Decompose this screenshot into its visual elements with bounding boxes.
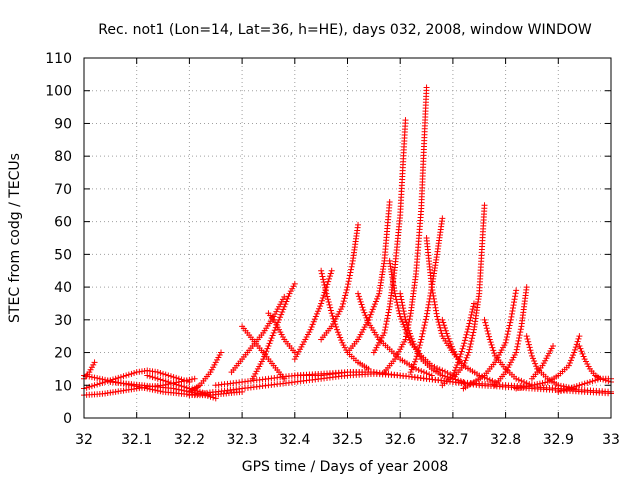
x-tick-label: 32.7 — [437, 432, 468, 448]
x-tick-label: 32.3 — [227, 432, 258, 448]
y-tick-label: 60 — [54, 215, 72, 231]
y-tick-label: 10 — [54, 378, 72, 394]
y-tick-label: 20 — [54, 346, 72, 362]
x-axis-title: GPS time / Days of year 2008 — [242, 459, 449, 475]
series-arc-17 — [355, 290, 435, 379]
series-arc-35 — [555, 375, 614, 395]
series-arc-12 — [228, 293, 288, 376]
series-markers — [492, 284, 530, 389]
series-markers — [291, 369, 614, 395]
series-markers — [186, 349, 225, 395]
x-tick-label: 32.9 — [543, 432, 574, 448]
data-layer — [81, 84, 614, 402]
series-markers — [265, 310, 298, 356]
y-tick-label: 100 — [45, 84, 72, 100]
series-markers — [355, 290, 435, 379]
series-arc-18 — [344, 199, 393, 356]
series-markers — [555, 375, 614, 395]
series-markers — [481, 316, 535, 389]
y-tick-label: 30 — [54, 313, 72, 329]
series-arc-22 — [381, 84, 430, 376]
x-tick-label: 32.8 — [490, 432, 521, 448]
series-arc-27 — [449, 202, 488, 382]
y-tick-label: 110 — [45, 51, 72, 67]
series-arc-07 — [186, 349, 225, 395]
y-tick-label: 80 — [54, 149, 72, 165]
y-tick-label: 0 — [63, 411, 72, 427]
series-markers — [344, 199, 393, 356]
series-arc-26 — [439, 300, 477, 389]
x-tick-label: 32.6 — [385, 432, 416, 448]
series-arc-20 — [370, 117, 409, 356]
series-arc-13 — [265, 310, 298, 356]
y-tick-label: 70 — [54, 182, 72, 198]
series-markers — [228, 293, 288, 376]
series-arc-32 — [528, 343, 557, 382]
y-tick-label: 40 — [54, 280, 72, 296]
y-tick-label: 50 — [54, 247, 72, 263]
chart-title: Rec. not1 (Lon=14, Lat=36, h=HE), days 0… — [98, 22, 592, 38]
label-layer: 32 32.1 32.2 32.3 32.4 32.5 32.6 32.7 32.8 32.9 33… — [45, 51, 620, 448]
series-markers — [381, 84, 430, 376]
series-markers — [370, 117, 409, 356]
series-markers — [318, 221, 362, 343]
series-arc-36 — [291, 369, 614, 395]
x-tick-label: 32.4 — [279, 432, 310, 448]
series-arc-16 — [318, 221, 362, 343]
series-markers — [449, 202, 488, 382]
series-arc-25 — [439, 316, 467, 369]
x-tick-label: 33 — [602, 432, 620, 448]
series-markers — [439, 316, 467, 369]
x-tick-label: 32.5 — [332, 432, 363, 448]
x-tick-label: 32 — [75, 432, 93, 448]
series-arc-28 — [481, 316, 535, 389]
y-axis-title: STEC from codg / TECUs — [7, 153, 23, 323]
y-tick-label: 90 — [54, 116, 72, 132]
series-markers — [439, 300, 477, 389]
series-arc-24 — [407, 215, 446, 376]
series-markers — [528, 343, 557, 382]
series-arc-30 — [492, 284, 530, 389]
x-tick-label: 32.1 — [121, 432, 152, 448]
series-markers — [407, 215, 446, 376]
x-tick-label: 32.2 — [174, 432, 205, 448]
tick-layer — [83, 57, 612, 419]
